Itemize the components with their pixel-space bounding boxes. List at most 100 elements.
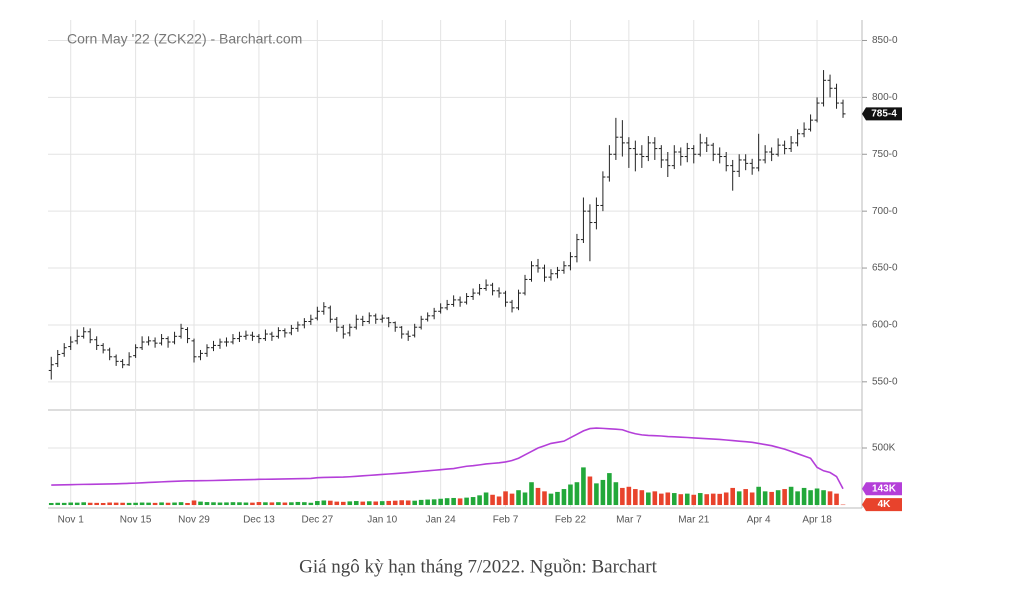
volume-bar <box>172 502 177 506</box>
volume-bar <box>302 502 307 506</box>
volume-bar <box>425 499 430 506</box>
volume-bar <box>568 484 573 506</box>
y-tick-label: 650-0 <box>872 263 898 274</box>
volume-bar <box>620 487 625 506</box>
volume-bar <box>224 502 229 506</box>
volume-bar <box>431 499 437 506</box>
volume-bar <box>821 490 826 506</box>
volume-bar <box>827 491 833 506</box>
volume-bar <box>587 476 593 506</box>
volume-bar <box>263 502 268 506</box>
volume-bar <box>671 493 677 506</box>
x-tick-label: Nov 29 <box>178 515 210 526</box>
volume-bar <box>360 501 366 506</box>
volume-bar <box>503 491 508 506</box>
x-tick-label: Jan 10 <box>367 515 397 526</box>
volume-bar <box>756 486 761 506</box>
volume-bar <box>250 502 255 506</box>
volume-bar <box>198 501 203 506</box>
volume-bar <box>795 491 800 506</box>
volume-bar <box>107 502 112 506</box>
volume-bar <box>159 502 164 506</box>
volume-bar <box>315 501 320 506</box>
volume-bar <box>749 492 755 506</box>
volume-bar <box>185 502 190 506</box>
volume-bar <box>470 497 476 506</box>
volume-bar <box>581 467 586 506</box>
volume-bar <box>769 491 774 506</box>
volume-bar <box>548 493 554 506</box>
volume-bar <box>295 501 301 506</box>
volume-bar <box>613 482 619 506</box>
volume-bar <box>522 492 528 506</box>
volume-bar <box>529 482 534 506</box>
volume-bar <box>204 502 210 506</box>
x-tick-label: Nov 1 <box>58 515 85 526</box>
last-value-badge <box>862 498 902 512</box>
y-tick-label: 800-0 <box>872 92 898 103</box>
volume-bar <box>464 497 469 506</box>
volume-bar <box>61 502 67 506</box>
volume-bar <box>146 502 151 506</box>
volume-bar <box>743 489 748 506</box>
volume-bar <box>328 500 333 506</box>
volume-bar <box>113 502 119 506</box>
volume-bar <box>230 502 236 506</box>
x-tick-label: Apr 4 <box>747 515 771 526</box>
volume-bar <box>483 492 489 506</box>
volume-bar <box>392 500 398 506</box>
x-tick-label: Feb 22 <box>555 515 587 526</box>
volume-bar <box>68 502 74 506</box>
volume-bar <box>691 494 697 506</box>
last-value-label: 785-4 <box>871 109 897 120</box>
y2-tick-label: 500K <box>872 443 896 454</box>
volume-bar <box>438 498 443 506</box>
volume-bar <box>165 502 171 506</box>
volume-bar <box>126 502 132 506</box>
volume-bar <box>535 487 541 506</box>
volume-bar <box>48 502 54 506</box>
x-tick-label: Nov 15 <box>120 515 152 526</box>
volume-bar <box>451 497 456 506</box>
volume-bar <box>788 486 794 506</box>
volume-bar <box>717 493 723 506</box>
volume-bar <box>94 502 99 506</box>
volume-bar <box>490 494 495 506</box>
volume-bar <box>457 498 463 506</box>
volume-bar <box>697 493 703 506</box>
y-tick-label: 600-0 <box>872 320 898 331</box>
volume-bar <box>282 502 288 506</box>
y-tick-label: 850-0 <box>872 35 898 46</box>
last-value-badge <box>862 482 902 496</box>
x-tick-label: Dec 27 <box>301 515 333 526</box>
volume-bar <box>237 502 242 506</box>
volume-bar <box>574 482 580 506</box>
volume-bar <box>289 502 294 506</box>
volume-bar <box>373 501 379 506</box>
volume-bar <box>542 491 547 506</box>
volume-bar <box>243 502 249 506</box>
open-interest-line <box>51 427 844 490</box>
x-tick-label: Apr 18 <box>802 515 832 526</box>
volume-bar <box>555 491 560 506</box>
volume-bar <box>347 501 353 506</box>
volume-bar <box>366 501 372 506</box>
volume-bar <box>678 494 684 506</box>
volume-bar <box>87 502 93 506</box>
volume-bar <box>334 501 340 506</box>
caption: Giá ngô kỳ hạn tháng 7/2022. Nguồn: Barc… <box>299 556 657 577</box>
volume-bar <box>639 490 645 506</box>
volume-bar <box>775 490 781 506</box>
last-value-label: 4K <box>878 499 892 510</box>
volume-bar <box>834 493 839 506</box>
volume-bar <box>133 502 138 506</box>
volume-bar <box>412 500 417 506</box>
volume-bar <box>730 487 735 506</box>
volume-bar <box>269 502 275 506</box>
volume-bar <box>256 502 262 506</box>
volume-bar <box>600 479 606 506</box>
volume-bar <box>308 502 314 506</box>
volume-bar <box>418 499 424 506</box>
volume-bar <box>652 491 658 506</box>
volume-bar <box>704 494 710 506</box>
